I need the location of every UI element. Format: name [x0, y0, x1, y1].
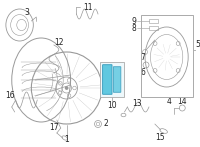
Text: 11: 11	[83, 2, 93, 11]
Text: 2: 2	[103, 120, 108, 128]
Bar	[149, 26, 158, 30]
Text: 10: 10	[107, 101, 117, 110]
Text: 5: 5	[196, 40, 200, 49]
Text: 3: 3	[24, 7, 29, 16]
Bar	[100, 62, 124, 97]
FancyBboxPatch shape	[113, 67, 121, 92]
Text: 13: 13	[132, 98, 142, 107]
Text: 6: 6	[141, 67, 146, 76]
Circle shape	[65, 87, 68, 89]
Text: 17: 17	[49, 123, 59, 132]
FancyBboxPatch shape	[103, 65, 112, 94]
Text: 1: 1	[64, 136, 69, 145]
Text: 7: 7	[141, 52, 146, 61]
Text: 8: 8	[132, 24, 137, 32]
Text: 16: 16	[5, 91, 15, 101]
Text: 15: 15	[155, 133, 165, 142]
Text: 14: 14	[177, 97, 187, 106]
Text: 4: 4	[166, 97, 171, 106]
Text: 12: 12	[54, 37, 64, 46]
Bar	[149, 19, 158, 23]
Bar	[141, 15, 193, 97]
Text: 9: 9	[132, 16, 137, 25]
